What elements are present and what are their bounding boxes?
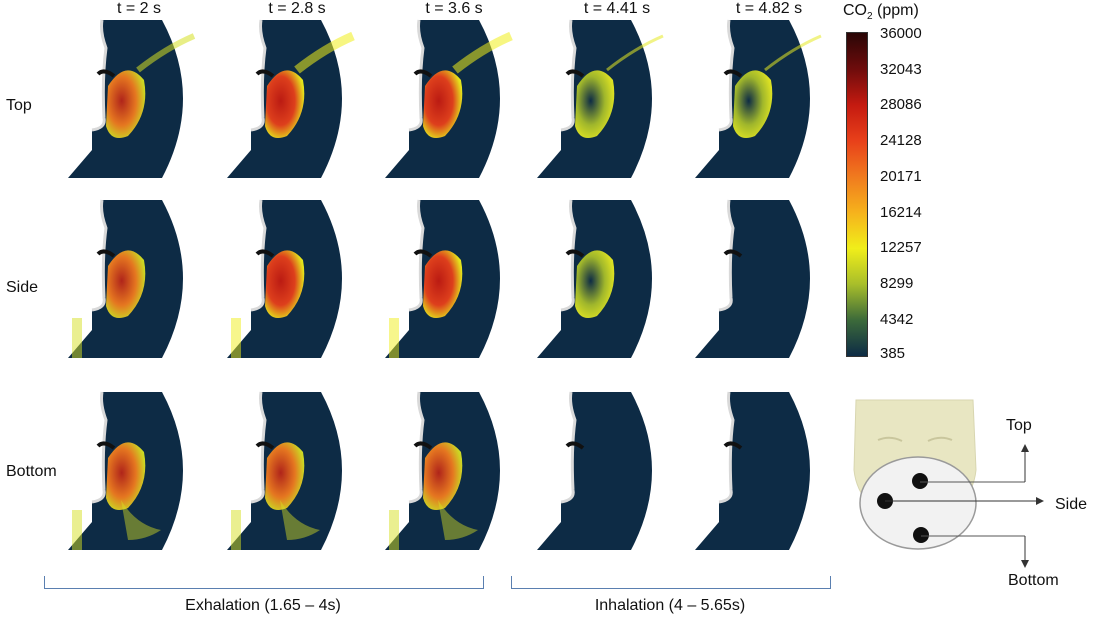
colorbar-tick: 24128 [880, 132, 922, 149]
simulation-panel [383, 198, 513, 360]
colorbar-tick: 8299 [880, 275, 914, 292]
colorbar-tick: 20171 [880, 168, 922, 185]
simulation-panel [383, 18, 513, 180]
colorbar-tick: 385 [880, 345, 906, 362]
time-label-4: t = 4.41 s [583, 0, 651, 17]
simulation-panel [535, 198, 665, 360]
simulation-panel [225, 18, 355, 180]
simulation-panel [535, 390, 665, 552]
simulation-panel [383, 390, 513, 552]
simulation-panel [66, 18, 196, 180]
simulation-panel [535, 18, 665, 180]
colorbar-tick: 16214 [880, 204, 922, 221]
colorbar-tick: 4342 [880, 311, 914, 328]
simulation-panel [225, 390, 355, 552]
port-top [912, 473, 928, 489]
inhalation-bracket [511, 576, 831, 589]
simulation-panel [693, 390, 823, 552]
row-label-side: Side [6, 279, 39, 296]
exhalation-label: Exhalation (1.65 – 4s) [185, 597, 341, 614]
mask-label-side: Side [1055, 496, 1088, 513]
mask-label-top: Top [1006, 417, 1032, 434]
time-label-3: t = 3.6 s [425, 0, 483, 17]
colorbar-tick: 28086 [880, 96, 922, 113]
row-label-top: Top [6, 97, 32, 114]
mask-shape [859, 456, 977, 550]
simulation-panel [66, 390, 196, 552]
simulation-panel [693, 198, 823, 360]
exhalation-bracket [44, 576, 484, 589]
colorbar-tick: 12257 [880, 239, 922, 256]
simulation-panel [66, 198, 196, 360]
colorbar-tick: 36000 [880, 25, 922, 42]
simulation-panel [225, 198, 355, 360]
time-label-2: t = 2.8 s [268, 0, 326, 17]
colorbar-gradient [846, 32, 868, 357]
simulation-panel [693, 18, 823, 180]
colorbar-title: CO2 (ppm) [843, 2, 919, 23]
colorbar-tick: 32043 [880, 61, 922, 78]
time-label-5: t = 4.82 s [735, 0, 803, 17]
row-label-bottom: Bottom [6, 463, 57, 480]
inhalation-label: Inhalation (4 – 5.65s) [594, 597, 746, 614]
mask-face-illustration [848, 395, 983, 555]
time-label-1: t = 2 s [116, 0, 162, 17]
mask-label-bottom: Bottom [1008, 572, 1059, 589]
port-bottom [913, 527, 929, 543]
